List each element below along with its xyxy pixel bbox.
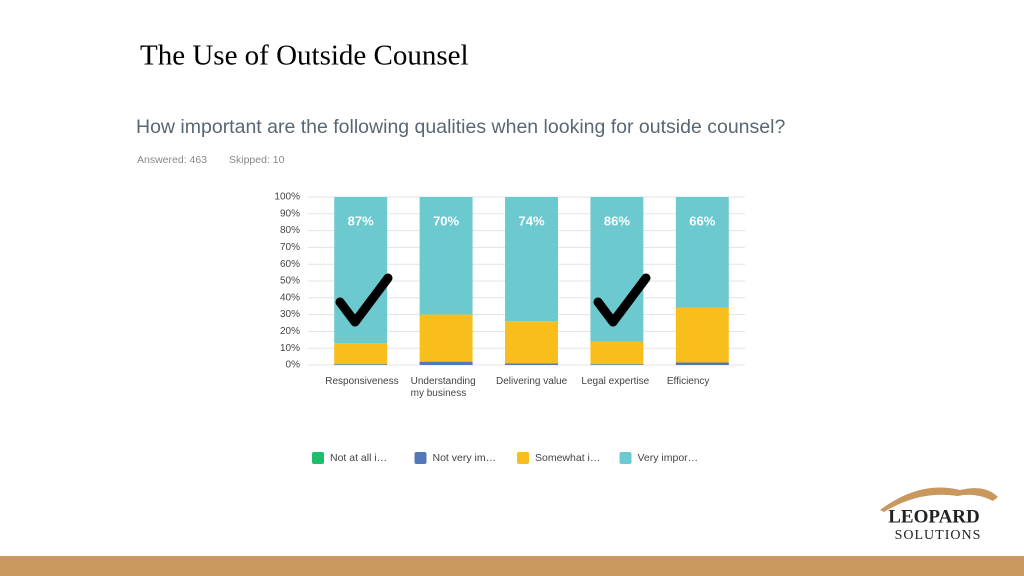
legend-swatch: [312, 452, 324, 464]
logo-swoosh: [880, 487, 998, 512]
bar-segment: [590, 341, 644, 365]
legend-swatch: [517, 452, 529, 464]
x-tick-label: Legal expertise: [581, 376, 650, 387]
data-label: 86%: [604, 213, 630, 228]
legend-label: Not very im…: [433, 452, 497, 464]
bar-segment: [419, 197, 473, 315]
bar-segment: [675, 307, 729, 363]
y-tick-label: 100%: [274, 192, 300, 203]
y-tick-label: 70%: [280, 242, 300, 253]
bar-segment: [505, 197, 558, 322]
skipped: Skipped: 10: [229, 154, 285, 166]
data-label: 74%: [518, 213, 544, 228]
logo-top: LEOPARD: [888, 506, 979, 527]
x-tick-label: Understanding my business: [410, 376, 476, 399]
y-tick-label: 20%: [280, 326, 300, 337]
y-tick-label: 80%: [280, 225, 300, 236]
y-tick-label: 0%: [286, 360, 301, 371]
bar-segment: [419, 314, 473, 362]
question: How important are the following qualitie…: [136, 116, 785, 138]
bar-segment: [334, 343, 388, 365]
legend-label: Very impor…: [638, 452, 699, 464]
y-tick-label: 30%: [280, 309, 300, 320]
legend-swatch: [619, 452, 632, 464]
answered: Answered: 463: [137, 154, 207, 166]
bar-segment: [505, 321, 558, 364]
slide-title: The Use of Outside Counsel: [140, 40, 469, 72]
legend-label: Not at all i…: [330, 452, 387, 464]
data-label: 66%: [689, 213, 715, 228]
bar-segment: [590, 364, 644, 365]
y-tick-label: 50%: [280, 276, 300, 287]
legend-swatch: [414, 452, 427, 464]
bar-segment: [334, 364, 388, 365]
footer-band: [0, 556, 1024, 576]
logo-bottom: SOLUTIONS: [895, 528, 982, 543]
legend-label: Somewhat i…: [535, 452, 600, 464]
x-tick-label: Delivering value: [496, 376, 568, 387]
checkmark: [593, 273, 651, 327]
bar-segment: [675, 362, 729, 365]
data-label: 70%: [433, 213, 459, 228]
y-tick-label: 40%: [280, 292, 300, 303]
y-tick-label: 90%: [280, 208, 300, 219]
x-tick-label: Responsiveness: [325, 376, 399, 387]
y-tick-label: 60%: [280, 259, 300, 270]
checkmark: [335, 273, 393, 327]
x-tick-label: Efficiency: [666, 376, 710, 387]
bar-segment: [675, 197, 729, 308]
bar-segment: [505, 363, 558, 365]
bar-segment: [419, 361, 473, 365]
data-label: 87%: [348, 213, 374, 228]
y-tick-label: 10%: [280, 343, 300, 354]
